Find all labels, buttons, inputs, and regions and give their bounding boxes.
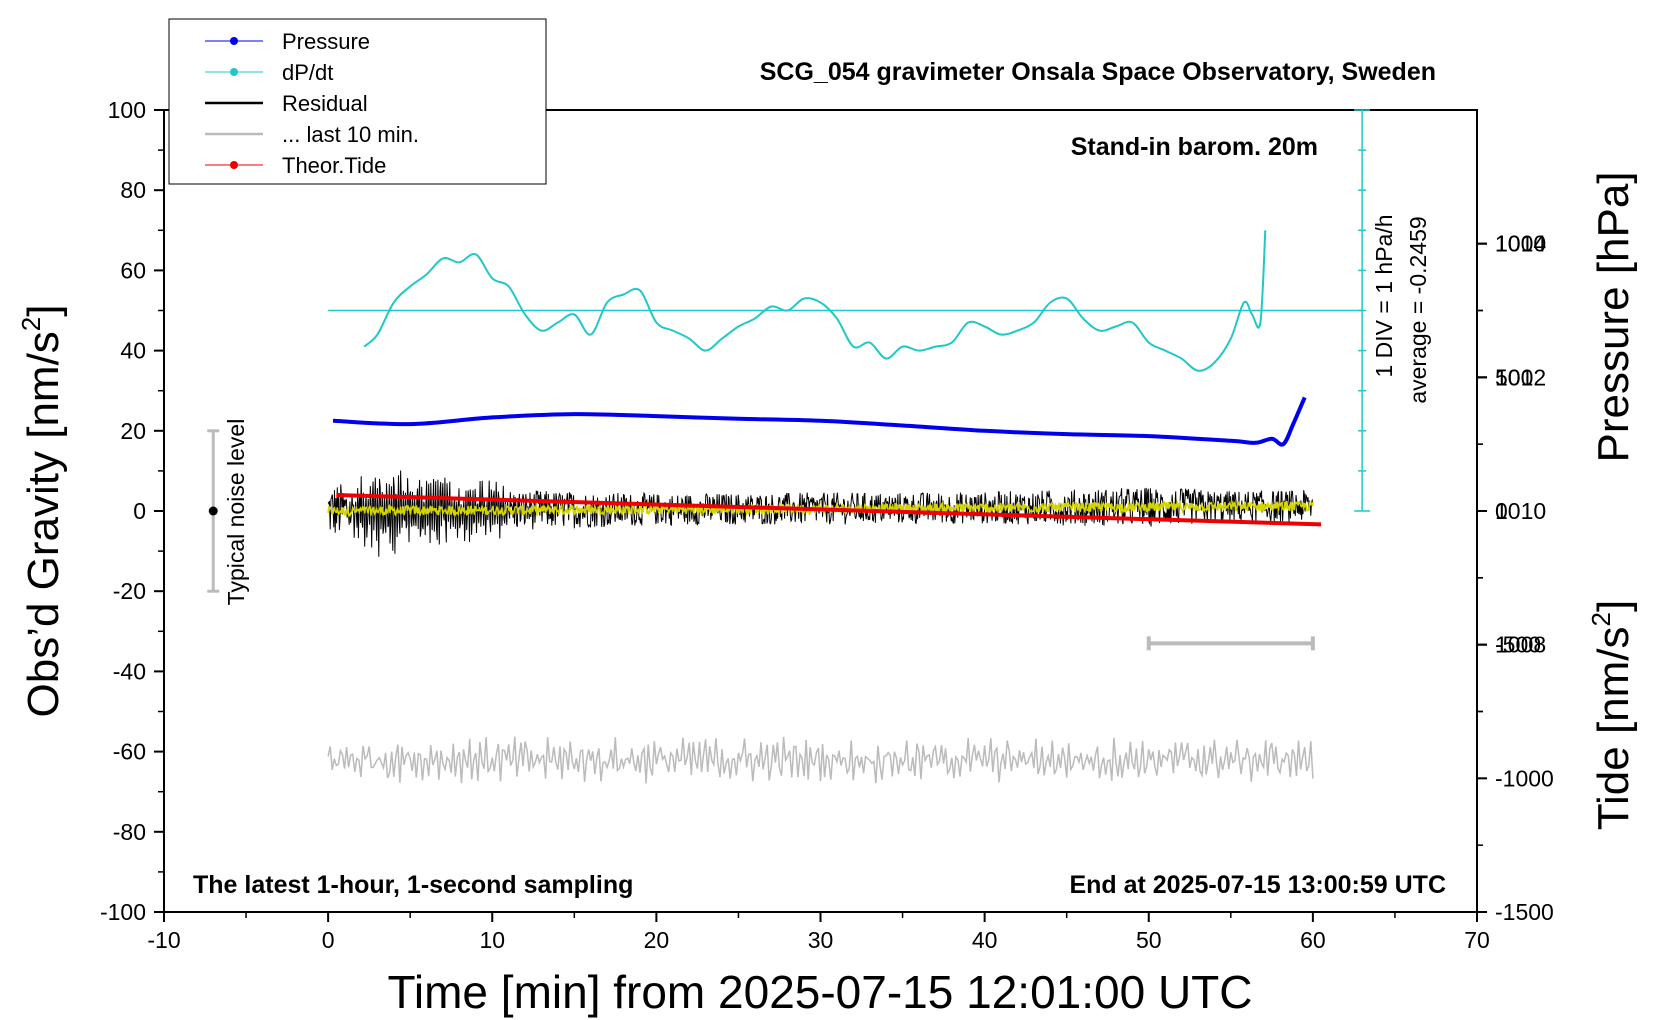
div-label: 1 DIV = 1 hPa/h [1371, 214, 1397, 377]
y-axis-title-pressure: Pressure [hPa] [1589, 171, 1638, 462]
y-left-main: Obs’d Gravity [nm/s [19, 331, 68, 717]
y-left-sup: 2 [16, 317, 46, 331]
latest-label: The latest 1-hour, 1-second sampling [193, 871, 633, 899]
legend-label-2: Residual [282, 91, 368, 116]
y-tick-label: 80 [120, 177, 146, 203]
pressure-tick-label: 1008 [1495, 632, 1546, 658]
legend-box [168, 18, 547, 185]
tide-tick-label: -1000 [1495, 765, 1554, 791]
y-left-end: ] [19, 304, 68, 316]
legend-items: Pressure dP/dt Residual ... last 10 min. The… [205, 29, 419, 178]
tide-tick-label: 0 [1495, 498, 1508, 524]
legend-marker-4 [230, 161, 238, 169]
x-tick-label: 0 [322, 927, 335, 953]
x-tick-label: 20 [644, 927, 670, 953]
y-tick-label: -80 [113, 819, 146, 845]
x-tick-label: 10 [479, 927, 505, 953]
tide-tick-label: -1500 [1495, 899, 1554, 925]
axis-ticks: -10 0 10 20 30 40 50 60 70100806040200-20-40-60-… [100, 97, 1554, 953]
residual-line [327, 470, 1314, 557]
legend-marker-1 [230, 68, 238, 76]
tide-tick-label: -500 [1495, 632, 1541, 658]
y-tide-sup: 2 [1586, 612, 1616, 626]
legend: Pressure dP/dt Residual ... last 10 min. The… [168, 18, 547, 185]
y-tick-label: 20 [120, 418, 146, 444]
average-label: average = -0.2459 [1405, 216, 1431, 403]
legend-label-0: Pressure [282, 29, 370, 54]
x-tick-label: -10 [147, 927, 180, 953]
y-tick-label: 100 [108, 97, 146, 123]
y-tide-end: ] [1589, 600, 1638, 612]
x-tick-label: 50 [1136, 927, 1162, 953]
x-tick-label: 70 [1464, 927, 1490, 953]
last-10-min-line [327, 736, 1314, 784]
legend-label-4: Theor.Tide [282, 153, 386, 178]
legend-label-3: ... last 10 min. [282, 122, 419, 147]
y-tide-main: Tide [nm/s [1589, 626, 1638, 830]
y-tick-label: -60 [113, 739, 146, 765]
dpdt-line [363, 230, 1267, 372]
legend-marker-0 [230, 37, 238, 45]
chart-title: SCG_054 gravimeter Onsala Space Observat… [760, 58, 1436, 86]
end-at-label: End at 2025-07-15 13:00:59 UTC [1069, 871, 1446, 899]
x-tick-label: 40 [972, 927, 998, 953]
y-tick-label: -40 [113, 658, 146, 684]
pressure-tick-label: 1012 [1495, 364, 1546, 390]
y-tick-label: 40 [120, 338, 146, 364]
y-tick-label: -20 [113, 578, 146, 604]
x-tick-label: 30 [808, 927, 834, 953]
theor-tide-line [336, 492, 1322, 527]
x-tick-label: 60 [1300, 927, 1326, 953]
noise-bar-center [208, 506, 218, 516]
series-layer [207, 109, 1371, 784]
y-axis-title-left: Obs’d Gravity [nm/s2] [16, 304, 68, 717]
y-axis-title-tide: Tide [nm/s2] [1586, 600, 1638, 830]
pressure-tick-label: 1014 [1495, 231, 1546, 257]
tide-tick-label: 500 [1495, 364, 1533, 390]
y-tick-label: 60 [120, 257, 146, 283]
tide-tick-label: 1000 [1495, 231, 1546, 257]
y-tick-label: 0 [133, 498, 146, 524]
pressure-line [332, 396, 1307, 447]
noise-label: Typical noise level [223, 419, 249, 606]
x-axis-title: Time [min] from 2025-07-15 12:01:00 UTC [388, 966, 1253, 1018]
pressure-tick-label: 1010 [1495, 498, 1546, 524]
stand-in-label: Stand-in barom. 20m [1071, 133, 1318, 161]
legend-label-1: dP/dt [282, 60, 333, 85]
y-tick-label: -100 [100, 899, 146, 925]
